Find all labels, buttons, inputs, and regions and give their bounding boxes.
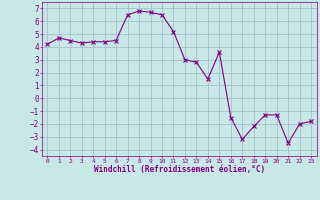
X-axis label: Windchill (Refroidissement éolien,°C): Windchill (Refroidissement éolien,°C) [94,165,265,174]
